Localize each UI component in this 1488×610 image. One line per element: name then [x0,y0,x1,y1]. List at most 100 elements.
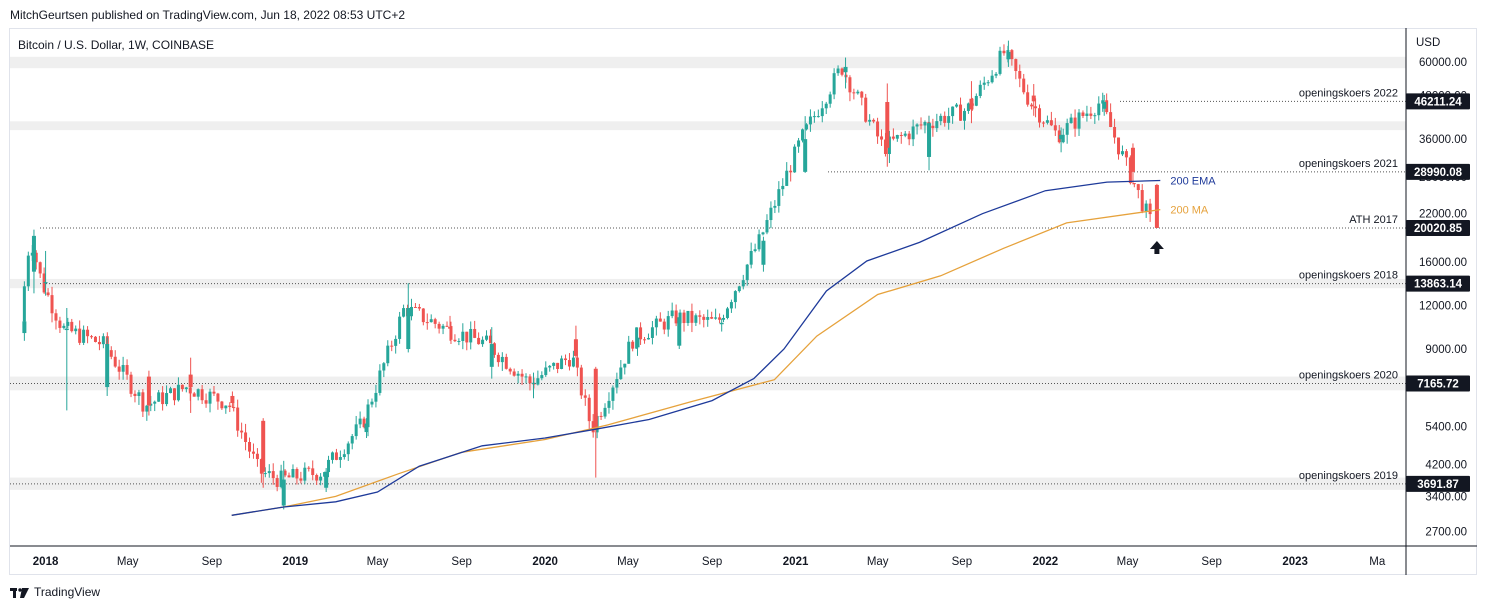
candle [564,354,568,366]
candle [583,389,587,406]
candle [261,418,266,488]
candle [903,130,907,138]
price-level-tag[interactable]: 7165.72 [1406,375,1470,392]
candle [54,309,58,330]
tradingview-brand-text: TradingView [34,585,101,599]
candle [702,314,706,328]
candle [1031,84,1036,116]
candle [101,333,105,349]
candle [421,308,425,326]
candle [358,411,362,429]
price-tick-label: 60000.00 [1419,57,1467,69]
candle [263,467,267,478]
candle [824,101,828,115]
candle [531,372,536,399]
candle [485,330,489,342]
price-tick-label: 9000.00 [1425,344,1467,356]
candle [623,363,627,375]
candle [915,123,919,135]
candle [670,302,674,319]
candle [390,340,394,352]
candle [180,384,184,392]
svg-text:13863.14: 13863.14 [1414,279,1463,291]
candle [899,131,903,144]
time-tick-label: 2018 [33,556,59,568]
candle [251,443,255,459]
candle [520,369,524,385]
price-level-tag[interactable]: 20020.85 [1406,219,1470,236]
tradingview-logo-icon [10,587,29,598]
price-level-tag[interactable]: 46211.24 [1406,93,1470,110]
candle [719,318,724,332]
svg-text:3691.87: 3691.87 [1417,479,1459,491]
candle [536,370,540,386]
candle [398,311,402,344]
price-axis-unit: USD [1416,37,1440,49]
candle [836,65,840,76]
candle [674,304,678,327]
zones-layer [10,56,1406,490]
time-tick-label: 2022 [1033,556,1059,568]
candle [885,83,890,167]
candle [627,335,631,364]
candle [1117,137,1121,160]
price-level-tag[interactable]: 3691.87 [1406,475,1470,492]
tradingview-brand[interactable]: TradingView [10,585,100,599]
candle [765,214,769,235]
candle [240,422,244,439]
candle [283,469,287,478]
candle [473,320,477,339]
price-level-tag[interactable]: 13863.14 [1406,275,1470,292]
candle [437,321,441,334]
candle [1010,49,1014,66]
candle [457,338,461,346]
candle [244,423,248,451]
candle [216,392,220,410]
candle [998,46,1002,76]
time-tick-label: 2021 [783,556,809,568]
axes-layer: USD60000.0048000.0036000.0028000.0022000… [10,28,1477,575]
candle [66,317,70,329]
candle [125,359,129,380]
candle [161,386,165,411]
support-zone [10,477,1406,490]
candle [757,229,761,252]
candle [856,89,860,95]
candle [803,116,808,173]
candle [386,340,390,367]
candle [1002,44,1006,56]
candle [773,200,777,214]
candle [208,388,212,413]
candle [635,331,640,356]
candle [275,474,279,492]
candle [1120,145,1124,157]
candle [481,336,485,347]
candle [959,97,963,121]
candle [745,263,749,286]
candle [489,327,494,379]
candle [611,385,615,410]
candle [354,415,358,440]
price-level-tag[interactable]: 28990.08 [1406,163,1470,180]
candle [307,466,311,472]
candle [449,321,453,344]
candle [196,388,200,401]
candle [324,468,329,492]
candle [121,356,125,380]
candle [267,464,271,478]
price-tick-label: 22000.00 [1419,209,1467,221]
candle [281,460,286,510]
candle [978,80,982,99]
candle [990,70,994,84]
price-tick-label: 36000.00 [1419,134,1467,146]
candle [966,102,970,114]
candle [868,114,872,126]
candle [666,310,670,337]
candle [303,462,307,485]
candle [334,448,338,461]
candle [338,450,342,468]
candle [573,325,578,358]
candle [962,108,966,130]
time-tick-label: Sep [702,556,722,568]
